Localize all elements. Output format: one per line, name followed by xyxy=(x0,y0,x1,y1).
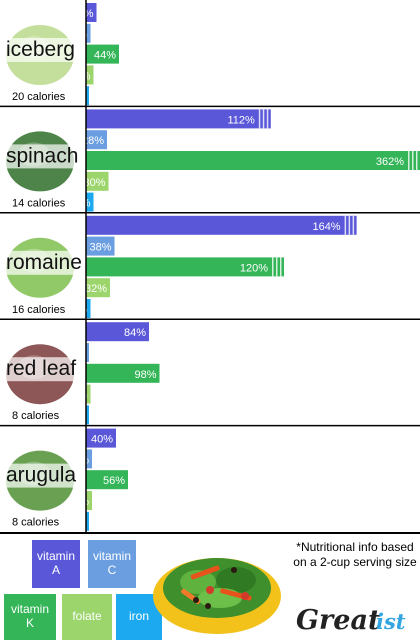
romaine-vitamin-K-break-mark xyxy=(276,257,278,277)
iceberg-name-backdrop xyxy=(2,38,80,62)
nutrition-footnote: *Nutritional info based on a 2-cup servi… xyxy=(293,540,417,569)
romaine-vitamin-A-break-mark xyxy=(352,215,355,235)
iceberg-name: iceberg xyxy=(6,38,75,61)
legend-vitamin-c-label: vitamin C xyxy=(92,549,131,577)
red-leaf-vitamin-C-bar xyxy=(86,343,89,362)
red-leaf-vitamin-K-bar xyxy=(86,363,160,383)
romaine-iron-value: 6% xyxy=(72,304,88,316)
romaine-calories: 16 calories xyxy=(12,304,66,316)
spinach-vitamin-K-break-mark xyxy=(408,151,410,170)
romaine-vitamin-K-value: 120% xyxy=(240,262,268,274)
iceberg-vitamin-K-bar xyxy=(86,44,119,64)
spinach-vitamin-K-break-mark xyxy=(412,151,414,170)
iceberg-vitamin-A-bar xyxy=(86,3,97,22)
iceberg-vitamin-A-value: 14% xyxy=(71,8,93,20)
red-leaf-folate-bar xyxy=(86,384,91,404)
romaine-vitamin-K-break-mark xyxy=(272,257,274,277)
spinach-folate-bar xyxy=(86,171,109,191)
spinach-vitamin-K-bar xyxy=(86,151,420,170)
spinach-iron-value: 10% xyxy=(68,198,90,210)
arugula-vitamin-C-value: 8% xyxy=(73,454,89,466)
romaine-vitamin-A-break-mark xyxy=(348,215,351,235)
iceberg-folate-bar xyxy=(86,65,94,85)
red-leaf-iron-value: 4% xyxy=(70,410,86,422)
arugula-calories: 8 calories xyxy=(12,517,60,529)
red-leaf-calories: 8 calories xyxy=(12,410,60,422)
red-leaf-vitamin-A-value: 84% xyxy=(124,327,146,339)
romaine-vitamin-C-value: 38% xyxy=(89,242,111,254)
spinach-vitamin-C-value: 28% xyxy=(82,135,104,147)
iceberg-vitamin-C-bar xyxy=(86,23,91,43)
spinach-vitamin-A-value: 112% xyxy=(227,114,255,126)
arugula-vitamin-A-bar xyxy=(86,428,116,448)
spinach-vitamin-K-break-mark xyxy=(416,151,418,170)
spinach-name-backdrop xyxy=(2,144,80,169)
arugula-iron-bar xyxy=(86,511,89,531)
iceberg-vitamin-K-value: 44% xyxy=(94,50,116,62)
salad-bowl-image xyxy=(153,558,281,634)
nutrition-bar-chart: iceberg 20 calories 14% 6% 44% 10% 4% spinach 14… xyxy=(0,0,420,532)
romaine-vitamin-A-value: 164% xyxy=(312,221,340,233)
spinach-folate-value: 30% xyxy=(83,177,105,189)
legend-vitamin-c: vitamin C xyxy=(88,540,136,588)
iceberg-vitamin-C-value: 6% xyxy=(72,29,88,41)
spinach-iron-bar xyxy=(86,192,94,212)
legend-iron-label: iron xyxy=(128,609,149,624)
romaine-folate-bar xyxy=(86,278,110,298)
arugula-vitamin-C-bar xyxy=(86,449,92,469)
red-leaf-vitamin-K-value: 98% xyxy=(134,369,156,381)
arugula-folate-value: 8% xyxy=(73,496,89,508)
romaine-iron-bar xyxy=(86,299,91,318)
spinach-name: spinach xyxy=(6,144,78,167)
iceberg-folate-value: 10% xyxy=(68,70,90,82)
legend-vitamin-a-label: vitamin A xyxy=(36,549,75,577)
arugula-iron-value: 4% xyxy=(70,517,86,529)
romaine-name-backdrop xyxy=(2,250,80,275)
red-leaf-name: red leaf xyxy=(6,357,76,380)
spinach-calories: 14 calories xyxy=(12,197,66,209)
red-leaf-vitamin-A-bar xyxy=(86,322,149,342)
svg-text:Great: Great xyxy=(296,605,381,636)
arugula-vitamin-K-bar xyxy=(86,470,128,490)
romaine-vitamin-A-bar xyxy=(86,215,357,235)
spinach-vitamin-A-break-mark xyxy=(258,109,261,129)
greatist-logo: Great ist xyxy=(296,605,406,636)
spinach-vitamin-A-break-mark xyxy=(266,109,269,129)
red-leaf-folate-value: 6% xyxy=(72,390,88,402)
spinach-vitamin-C-bar xyxy=(86,130,107,150)
romaine-name: romaine xyxy=(6,251,82,274)
legend-folate-label: folate xyxy=(72,609,102,624)
spinach-vitamin-A-bar xyxy=(86,109,271,129)
arugula-vitamin-A-value: 40% xyxy=(91,434,113,446)
svg-text:ist: ist xyxy=(376,609,406,634)
spinach-vitamin-K-value: 362% xyxy=(376,156,404,168)
romaine-vitamin-A-break-mark xyxy=(344,215,347,235)
red-leaf-iron-bar xyxy=(86,405,89,425)
romaine-vitamin-K-break-mark xyxy=(280,257,282,277)
arugula-folate-bar xyxy=(86,491,92,510)
red-leaf-name-backdrop xyxy=(2,357,80,382)
romaine-vitamin-C-bar xyxy=(86,236,115,256)
arugula-vitamin-K-value: 56% xyxy=(103,475,125,487)
spinach-vitamin-A-break-mark xyxy=(262,109,265,129)
arugula-name: arugula xyxy=(6,464,76,487)
legend-vitamin-a: vitamin A xyxy=(32,540,80,588)
romaine-vitamin-K-bar xyxy=(86,257,284,277)
legend-panel: vitamin A vitamin C vitamin K folate iron *… xyxy=(0,532,420,640)
legend-vitamin-k: vitamin K xyxy=(4,594,56,640)
iceberg-calories: 20 calories xyxy=(12,91,66,103)
romaine-folate-value: 32% xyxy=(85,283,107,295)
red-leaf-vitamin-C-value: 4% xyxy=(70,348,86,360)
arugula-name-backdrop xyxy=(2,463,80,488)
legend-folate: folate xyxy=(62,594,112,640)
legend-vitamin-k-label: vitamin K xyxy=(10,602,49,630)
iceberg-iron-bar xyxy=(86,86,89,106)
iceberg-iron-value: 4% xyxy=(70,91,86,103)
